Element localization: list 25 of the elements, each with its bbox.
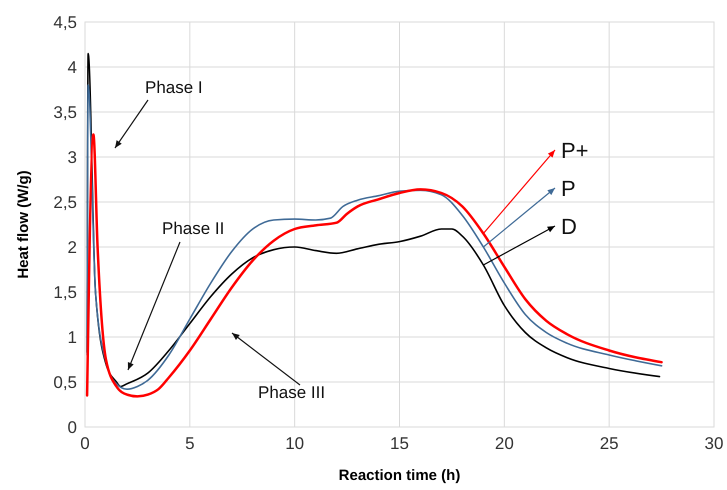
y-tick-label: 3,5 (53, 103, 77, 122)
legend-label: P (561, 176, 576, 201)
y-tick-label: 2 (68, 238, 77, 257)
y-tick-label: 1 (68, 328, 77, 347)
x-tick-label: 5 (185, 434, 195, 453)
annotation: Phase I (145, 78, 203, 97)
x-tick-label: 30 (704, 434, 724, 453)
legend-label: D (561, 214, 577, 239)
legend-label: P+ (561, 138, 589, 163)
y-tick-label: 2,5 (53, 193, 77, 212)
x-tick-label: 10 (285, 434, 304, 453)
y-tick-label: 0 (68, 418, 77, 437)
x-tick-label: 15 (390, 434, 409, 453)
annotation: Phase III (258, 383, 326, 402)
y-tick-label: 4,5 (53, 13, 77, 32)
x-tick-label: 0 (80, 434, 90, 453)
x-tick-label: 20 (494, 434, 514, 453)
y-tick-label: 1,5 (53, 283, 77, 302)
y-tick-label: 4 (68, 58, 77, 77)
x-axis-title: Reaction time (h) (338, 467, 460, 484)
y-tick-label: 3 (68, 148, 77, 167)
annotation: Phase II (162, 219, 224, 238)
y-axis-title: Heat flow (W/g) (15, 170, 32, 279)
y-tick-label: 0,5 (53, 373, 77, 392)
x-tick-label: 25 (600, 434, 619, 453)
